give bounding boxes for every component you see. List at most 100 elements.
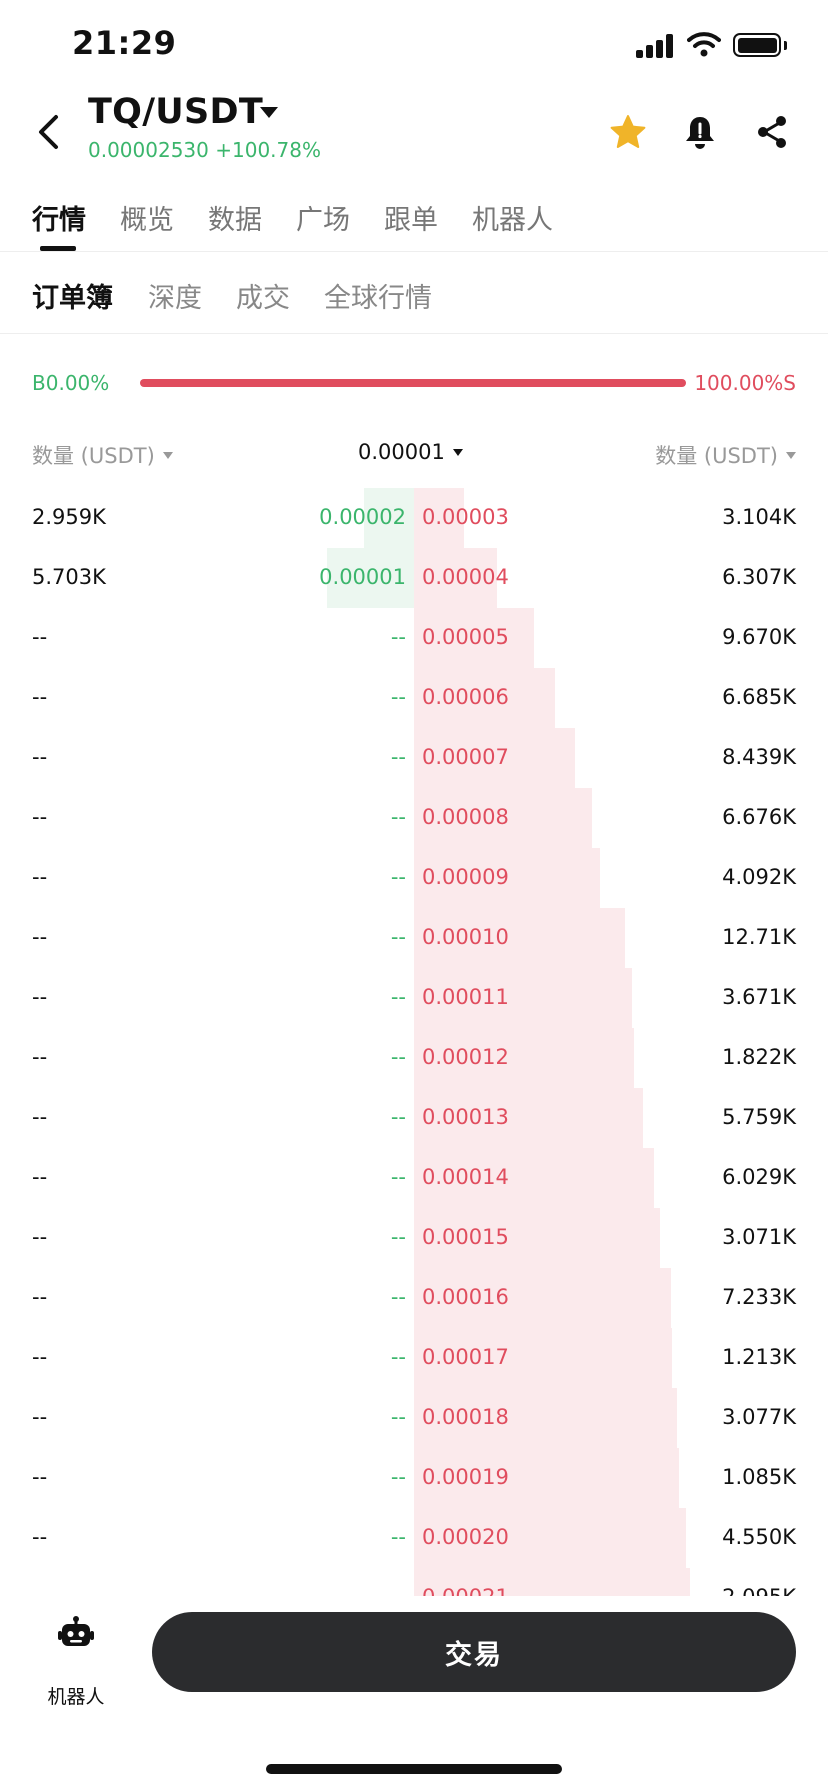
ask-quantity: 4.550K [722,1525,796,1549]
order-book-row[interactable]: -- -- 0.00008 6.676K [0,788,828,848]
tab-depth[interactable]: 深度 [148,283,202,314]
bid-price-empty: -- [390,1045,406,1069]
ask-depth-bar [414,1328,673,1388]
bid-price-empty: -- [390,685,406,709]
robot-button[interactable]: 机器人 [36,1616,116,1708]
order-book-row[interactable]: -- -- 0.00019 1.085K [0,1448,828,1508]
wifi-icon [687,32,721,57]
order-book: 2.959K 0.00002 0.00003 3.104K 5.703K 0.00001 0… [0,488,828,1596]
order-book-row[interactable]: 5.703K 0.00001 0.00004 6.307K [0,548,828,608]
pair-title[interactable]: TQ/USDT [88,92,264,132]
ask-price: 0.00012 [422,1045,509,1069]
sell-ratio-value: 100.00% [694,371,784,395]
tab-market[interactable]: 行情 [32,205,86,236]
order-book-row[interactable]: -- -- 0.00011 3.671K [0,968,828,1028]
bid-price-empty: -- [391,1585,406,1596]
precision-value: 0.00001 [358,440,445,464]
order-book-row[interactable]: -- -- 0.00015 3.071K [0,1208,828,1268]
ask-quantity: 8.439K [722,745,796,769]
ask-quantity: 6.676K [722,805,796,829]
ask-price: 0.00019 [422,1465,509,1489]
signal-icon [636,34,674,58]
bid-quantity-empty: -- [32,1585,47,1596]
bid-quantity: 5.703K [32,565,106,589]
ask-price: 0.00006 [422,685,509,709]
bid-price-empty: -- [390,1225,406,1249]
order-book-row[interactable]: 2.959K 0.00002 0.00003 3.104K [0,488,828,548]
ask-quantity: 12.71K [722,925,796,949]
tab-global-market[interactable]: 全球行情 [324,283,432,314]
battery-tip [784,41,787,50]
favorite-button[interactable] [604,108,652,156]
bid-depth-bar [364,488,414,548]
price-alert-button[interactable] [676,108,724,156]
bid-price-empty: -- [390,1105,406,1129]
active-tab-indicator [40,246,76,251]
bid-quantity-header[interactable]: 数量 (USDT) [32,440,173,470]
ask-depth-bar [414,1028,635,1088]
chevron-left-icon [39,115,58,149]
ask-quantity-header[interactable]: 数量 (USDT) [655,440,796,470]
main-tabs: 行情 概览 数据 广场 跟单 机器人 [0,188,828,252]
order-book-row[interactable]: -- -- 0.00017 1.213K [0,1328,828,1388]
precision-selector[interactable]: 0.00001 [358,440,463,464]
ask-price: 0.00010 [422,925,509,949]
battery-icon [733,33,781,57]
bid-quantity: 2.959K [32,505,106,529]
order-book-row[interactable]: -- -- 0.00010 12.71K [0,908,828,968]
ask-depth-bar [414,1208,660,1268]
ask-price: 0.00013 [422,1105,509,1129]
order-book-row[interactable]: -- -- 0.00014 6.029K [0,1148,828,1208]
order-book-row[interactable]: -- -- 0.00006 6.685K [0,668,828,728]
tab-square[interactable]: 广场 [296,205,350,236]
ask-depth-bar [414,788,593,848]
tab-order-book[interactable]: 订单簿 [32,283,113,314]
bid-quantity-empty: -- [32,805,48,829]
ask-quantity: 9.670K [722,625,796,649]
ask-price: 0.00004 [422,565,509,589]
tab-copy-trading[interactable]: 跟单 [384,205,438,236]
ask-price: 0.00021 [422,1585,509,1596]
back-button[interactable] [28,108,68,156]
ask-price: 0.00003 [422,505,509,529]
ask-depth-bar [414,668,555,728]
ask-depth-bar [414,608,535,668]
bid-quantity-empty: -- [32,1345,48,1369]
caret-down-icon [162,451,173,459]
bid-price-empty: -- [390,1465,406,1489]
ask-depth-bar [414,1508,686,1568]
bid-depth-bar [327,548,414,608]
order-book-row[interactable]: -- -- 0.00007 8.439K [0,728,828,788]
status-time: 21:29 [72,24,177,62]
bid-quantity-empty: -- [32,1105,48,1129]
bid-price-empty: -- [390,625,406,649]
bid-quantity-empty: -- [32,1285,48,1309]
sell-ratio: 100.00%S [694,371,796,395]
tab-overview[interactable]: 概览 [120,205,174,236]
ask-depth-bar [414,1148,655,1208]
bid-quantity-empty: -- [32,865,48,889]
order-book-row[interactable]: -- -- 0.00013 5.759K [0,1088,828,1148]
bottom-bar: 机器人 交易 [0,1596,828,1792]
bid-price: 0.00001 [319,565,406,589]
trade-button[interactable]: 交易 [152,1612,796,1692]
tab-data[interactable]: 数据 [208,205,262,236]
order-book-row[interactable]: -- -- 0.00020 4.550K [0,1508,828,1568]
pair-dropdown-icon[interactable] [260,107,278,118]
order-book-row[interactable]: -- -- 0.00009 4.092K [0,848,828,908]
ask-price: 0.00008 [422,805,509,829]
ask-depth-bar [414,1388,678,1448]
order-book-row[interactable]: -- -- 0.00012 1.822K [0,1028,828,1088]
tab-bots[interactable]: 机器人 [472,205,553,236]
share-button[interactable] [748,108,796,156]
change-percent: +100.78% [215,138,321,162]
ask-depth-bar [414,968,632,1028]
caret-down-icon [452,448,463,456]
bid-quantity-empty: -- [32,1525,48,1549]
order-book-row[interactable]: -- -- 0.00018 3.077K [0,1388,828,1448]
order-book-row[interactable]: -- -- 0.00005 9.670K [0,608,828,668]
order-book-row[interactable]: -- -- 0.00016 7.233K [0,1268,828,1328]
tab-trades[interactable]: 成交 [236,283,290,314]
order-book-row[interactable]: -- -- 0.00021 2.095K [0,1568,828,1596]
sub-tabs: 订单簿 深度 成交 全球行情 [0,252,828,334]
